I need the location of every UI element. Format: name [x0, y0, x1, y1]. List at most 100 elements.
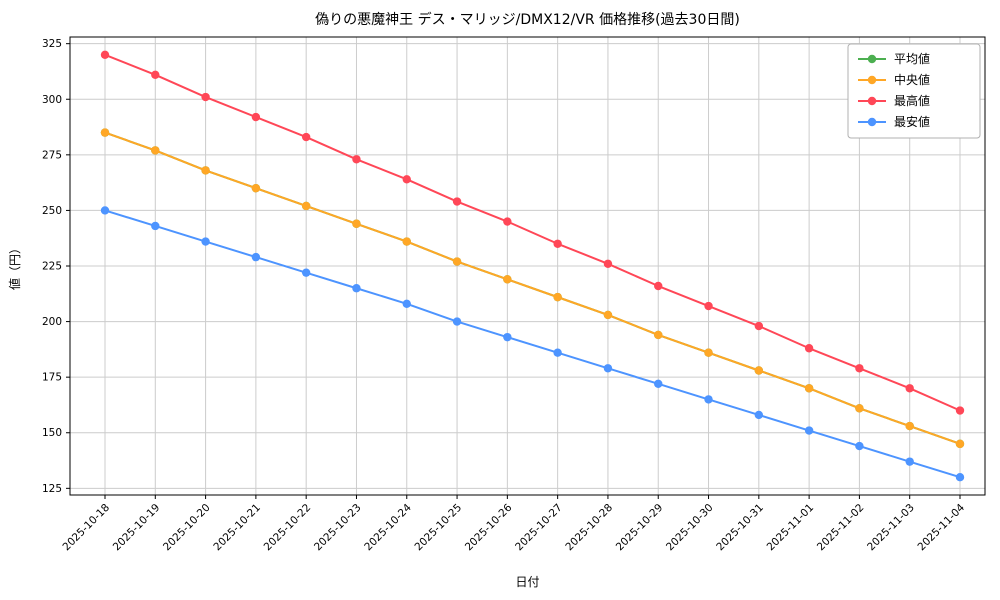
legend-box — [847, 43, 981, 139]
data-point — [301, 268, 311, 277]
data-point — [503, 217, 512, 226]
y-tick-label: 175 — [42, 372, 62, 384]
data-point — [804, 384, 814, 393]
data-point — [804, 426, 814, 435]
y-axis: 125 150 175 200 225 250 275 300 325 — [42, 38, 70, 495]
x-tick-label: 2025-10-28 — [563, 502, 615, 554]
data-point — [452, 197, 462, 206]
y-axis-title: 値（円） — [7, 242, 22, 290]
data-point — [352, 219, 361, 228]
data-point — [251, 112, 261, 122]
data-point — [603, 310, 613, 320]
chart-title: 偽りの悪魔神王 デス・マリッジ/DMX12/VR 価格推移(過去30日間) — [315, 11, 740, 28]
legend-label: 中央値 — [894, 72, 930, 87]
data-point — [704, 301, 713, 311]
y-tick-label: 275 — [42, 149, 62, 161]
data-point — [100, 50, 110, 59]
data-point — [352, 284, 361, 293]
data-point — [553, 292, 562, 302]
data-point — [754, 410, 764, 420]
x-tick-label: 2025-11-02 — [815, 502, 867, 554]
y-tick-label: 225 — [42, 261, 62, 273]
legend-label: 最高値 — [894, 93, 930, 108]
data-point — [251, 183, 261, 193]
x-tick-label: 2025-10-29 — [614, 502, 666, 554]
data-point — [201, 92, 210, 102]
data-point — [151, 146, 160, 155]
data-point — [955, 439, 965, 449]
y-tick-label: 325 — [42, 38, 62, 50]
x-tick-label: 2025-10-22 — [262, 502, 314, 554]
series-min — [100, 206, 965, 482]
y-tick-label: 150 — [42, 427, 62, 439]
data-point — [654, 379, 663, 389]
data-point — [100, 206, 110, 215]
data-point — [151, 221, 160, 231]
data-point — [704, 395, 713, 404]
x-tick-label: 2025-11-01 — [765, 502, 817, 554]
x-tick-label: 2025-10-26 — [463, 501, 515, 553]
legend-item-max: 最高値 — [858, 93, 930, 108]
data-point — [603, 259, 613, 268]
data-point — [402, 237, 411, 246]
data-point — [855, 364, 864, 373]
data-point — [553, 239, 562, 248]
data-point — [603, 364, 613, 373]
data-point — [654, 330, 663, 340]
x-axis-title: 日付 — [515, 575, 539, 589]
data-point — [402, 175, 411, 184]
data-point — [754, 321, 764, 331]
data-point — [452, 257, 462, 266]
data-point — [704, 348, 713, 357]
x-tick-label: 2025-10-18 — [60, 502, 112, 554]
data-point — [201, 237, 210, 246]
data-point — [955, 406, 965, 415]
data-point — [201, 166, 210, 175]
data-point — [955, 473, 965, 482]
x-axis: 2025-10-182025-10-192025-10-202025-10-21… — [60, 495, 967, 553]
data-point — [855, 441, 864, 451]
x-tick-label: 2025-10-19 — [111, 502, 163, 554]
x-tick-label: 2025-10-21 — [211, 502, 263, 554]
data-point — [352, 155, 361, 164]
data-point — [100, 128, 110, 137]
x-tick-label: 2025-11-03 — [865, 502, 917, 554]
legend-marker — [867, 96, 877, 106]
legend-marker — [867, 117, 877, 127]
data-point — [452, 317, 462, 326]
data-point — [855, 404, 864, 413]
data-point — [905, 421, 914, 431]
data-point — [804, 344, 814, 353]
y-tick-label: 200 — [42, 316, 62, 328]
data-point — [402, 299, 411, 308]
data-point — [503, 332, 512, 342]
data-point — [251, 252, 261, 262]
x-tick-label: 2025-10-27 — [513, 502, 565, 554]
x-tick-label: 2025-10-23 — [312, 502, 364, 554]
data-point — [151, 70, 160, 79]
y-tick-label: 250 — [42, 205, 62, 217]
y-tick-label: 125 — [42, 483, 62, 495]
data-point — [301, 201, 311, 211]
legend-item-min: 最安値 — [858, 114, 930, 129]
legend-label: 平均値 — [894, 51, 930, 66]
legend-item-median: 中央値 — [858, 72, 930, 87]
x-tick-label: 2025-11-04 — [915, 501, 967, 553]
data-point — [553, 348, 562, 357]
x-tick-label: 2025-10-24 — [362, 501, 414, 553]
legend-marker — [867, 54, 877, 64]
x-tick-label: 2025-10-25 — [413, 502, 465, 554]
x-tick-label: 2025-10-31 — [714, 502, 766, 554]
y-tick-label: 300 — [42, 94, 62, 106]
data-point — [503, 275, 512, 284]
data-point — [905, 457, 914, 466]
data-point — [301, 132, 311, 142]
data-point — [905, 384, 914, 393]
x-tick-label: 2025-10-30 — [664, 502, 716, 554]
data-point — [754, 366, 764, 375]
x-tick-label: 2025-10-20 — [161, 502, 213, 554]
legend-marker — [867, 75, 877, 85]
